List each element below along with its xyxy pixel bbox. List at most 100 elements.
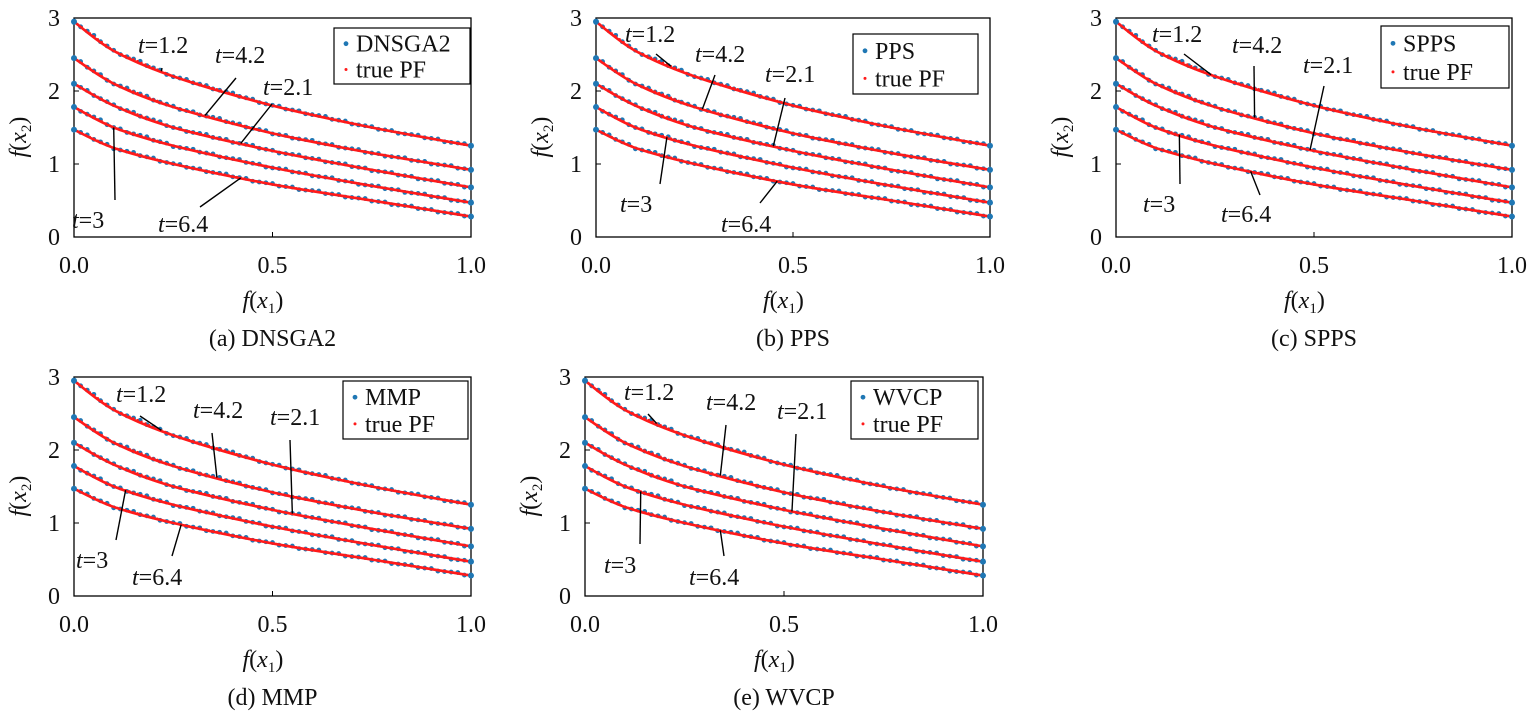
true-pf-point [231, 175, 234, 178]
true-pf-point [623, 441, 626, 444]
annotation-var: t [706, 390, 714, 416]
true-pf-point [611, 433, 615, 437]
true-pf-point [430, 538, 433, 541]
true-pf-point [418, 159, 421, 163]
true-pf-point [187, 79, 191, 83]
front-end-point [987, 199, 993, 206]
front-end-point [980, 572, 986, 579]
true-pf-point [1277, 175, 1280, 179]
true-pf-point [1491, 140, 1494, 144]
true-pf-point [442, 196, 445, 200]
true-pf-point [728, 152, 732, 155]
true-pf-point [1471, 179, 1474, 182]
true-pf-point [386, 201, 389, 205]
annotation-var: t [132, 565, 140, 591]
true-pf-point [303, 188, 306, 191]
true-pf-point [866, 481, 869, 485]
true-pf-point [1399, 182, 1403, 185]
true-pf-point [378, 486, 381, 490]
true-pf-point [1443, 132, 1446, 135]
true-pf-point [1182, 134, 1185, 138]
true-pf-point [1502, 167, 1506, 170]
true-pf-point [802, 545, 806, 548]
true-pf-point [707, 471, 710, 474]
true-pf-point [814, 514, 818, 518]
true-pf-point [715, 443, 718, 446]
true-pf-point [1300, 163, 1304, 167]
true-pf-point [378, 529, 381, 532]
true-pf-point [410, 175, 413, 179]
true-pf-point [449, 524, 453, 527]
true-pf-point [227, 498, 231, 501]
legend-box [852, 33, 979, 95]
true-pf-point [402, 563, 405, 566]
true-pf-point [334, 520, 338, 524]
true-pf-point [398, 189, 401, 192]
true-pf-point [1451, 133, 1454, 136]
true-pf-point [1403, 198, 1407, 201]
true-pf-point [247, 161, 250, 164]
true-pf-point [806, 529, 810, 533]
true-pf-point [314, 473, 318, 476]
true-pf-point [1431, 188, 1435, 191]
annotation-leader-line [115, 490, 127, 541]
true-pf-point [350, 480, 354, 484]
true-pf-point [1118, 59, 1122, 62]
true-pf-point [295, 154, 298, 157]
true-pf-point [945, 568, 949, 571]
true-pf-point [811, 170, 814, 173]
true-pf-point [144, 136, 147, 139]
legend-marker-algorithm [343, 41, 349, 47]
true-pf-point [709, 79, 712, 83]
front-start-point [1113, 126, 1119, 133]
true-pf-point [728, 85, 732, 89]
true-pf-point [937, 135, 940, 138]
true-pf-point [382, 128, 385, 131]
true-pf-point [776, 145, 779, 149]
true-pf-point [140, 513, 143, 516]
true-pf-point [267, 103, 270, 106]
true-pf-point [96, 454, 100, 458]
true-pf-point [643, 449, 646, 452]
true-pf-point [764, 177, 767, 180]
y-tick-label: 3 [1090, 6, 1102, 32]
true-pf-point [271, 491, 274, 494]
true-pf-point [1130, 67, 1134, 70]
true-pf-point [1463, 177, 1466, 181]
true-pf-point [1395, 165, 1399, 169]
true-pf-point [1411, 199, 1415, 202]
true-pf-point [945, 194, 948, 197]
true-pf-point [1352, 173, 1355, 177]
true-pf-point [934, 494, 937, 498]
annotation-leader-line [204, 77, 237, 116]
true-pf-point [874, 181, 877, 185]
true-pf-point [642, 85, 645, 89]
true-pf-point [207, 134, 211, 138]
true-pf-point [862, 480, 865, 484]
true-pf-point [1467, 136, 1470, 139]
true-pf-point [326, 535, 330, 539]
true-pf-point [1506, 214, 1510, 218]
annotation-leader-line [1183, 53, 1212, 76]
true-pf-point [84, 388, 88, 391]
true-pf-point [918, 491, 921, 495]
true-pf-point [299, 496, 302, 500]
y-tick-label: 0 [48, 225, 60, 251]
true-pf-point [1304, 181, 1308, 185]
legend-label-algorithm: WVCP [873, 385, 942, 411]
true-pf-point [1340, 154, 1343, 158]
true-pf-point [778, 462, 782, 465]
true-pf-point [1300, 128, 1304, 132]
true-pf-point [251, 457, 254, 460]
true-pf-point [449, 182, 453, 186]
true-pf-point [1471, 137, 1474, 140]
true-pf-point [263, 164, 266, 168]
true-pf-point [1356, 190, 1359, 193]
front-start-point [593, 104, 599, 111]
y-tick-label: 2 [48, 438, 60, 464]
true-pf-point [707, 526, 710, 530]
true-pf-point [303, 547, 306, 550]
true-pf-point [179, 77, 183, 80]
true-pf-point [842, 536, 845, 539]
